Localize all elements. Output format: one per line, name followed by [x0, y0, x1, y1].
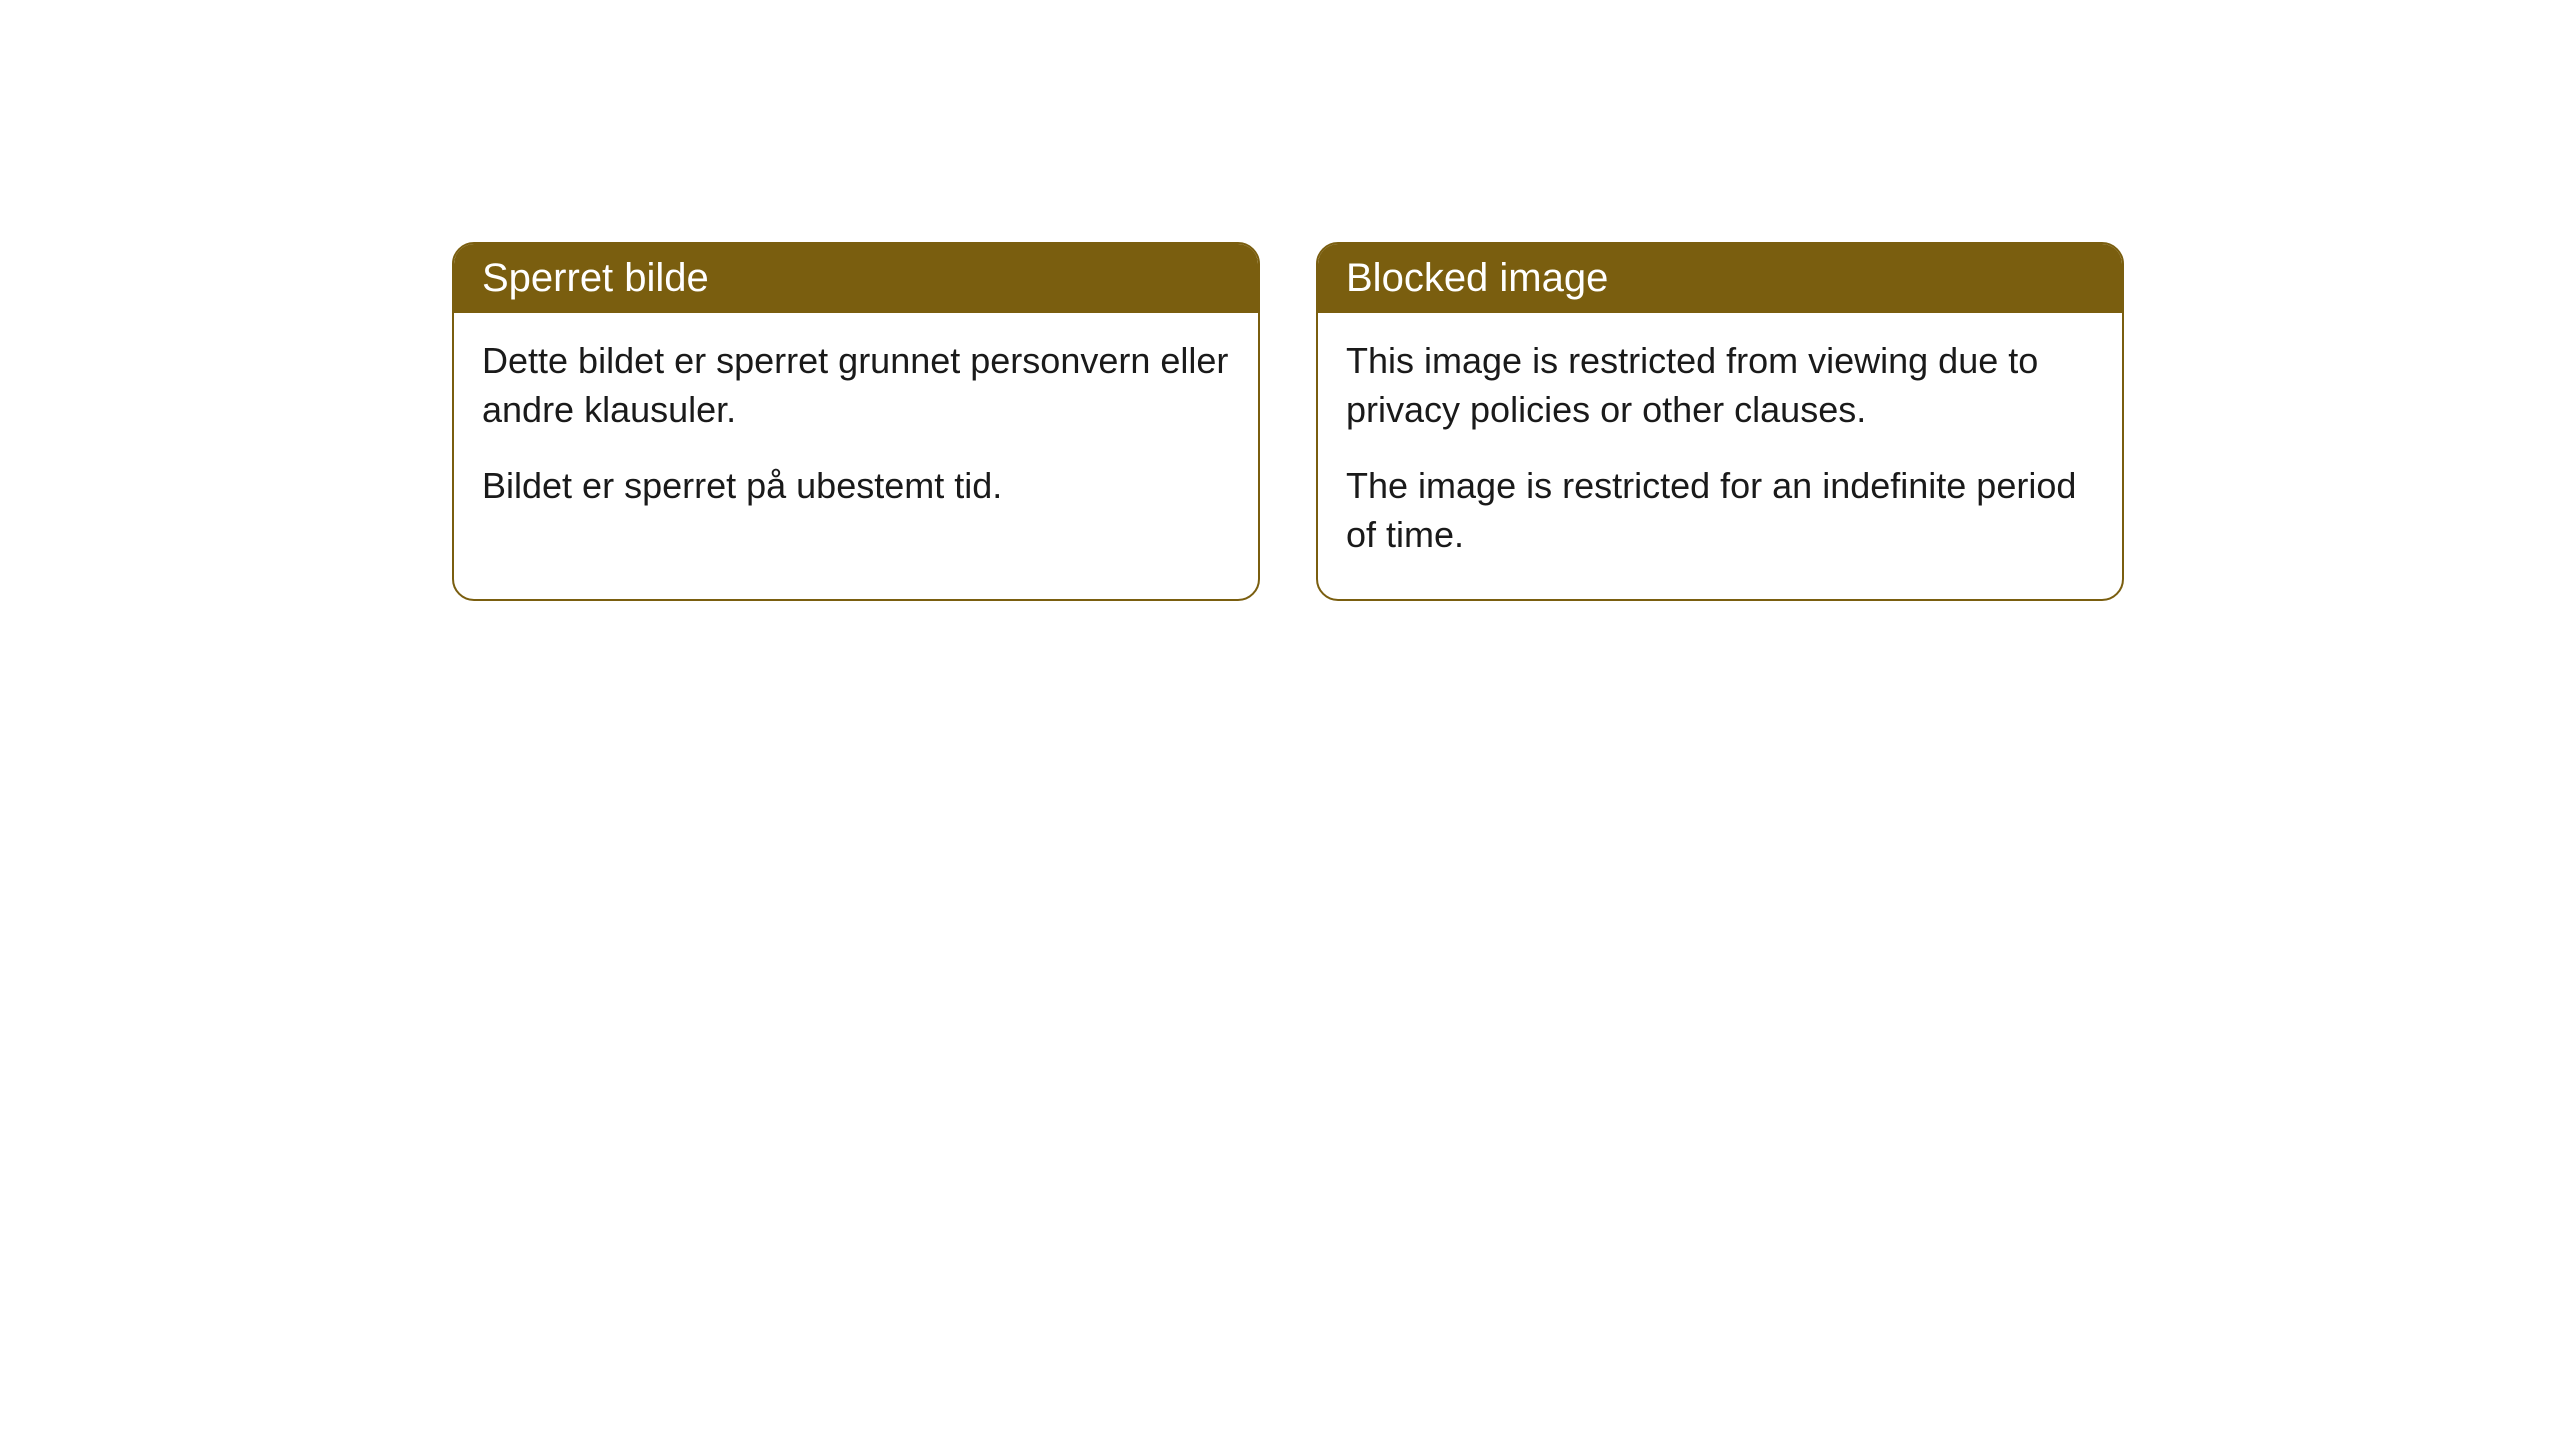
card-paragraph: Dette bildet er sperret grunnet personve…	[482, 337, 1230, 434]
notice-cards-container: Sperret bilde Dette bildet er sperret gr…	[452, 242, 2124, 601]
card-title: Blocked image	[1346, 256, 1608, 300]
card-paragraph: This image is restricted from viewing du…	[1346, 337, 2094, 434]
card-header: Sperret bilde	[454, 244, 1258, 313]
card-header: Blocked image	[1318, 244, 2122, 313]
card-body: Dette bildet er sperret grunnet personve…	[454, 313, 1258, 551]
notice-card-english: Blocked image This image is restricted f…	[1316, 242, 2124, 601]
card-body: This image is restricted from viewing du…	[1318, 313, 2122, 599]
card-paragraph: Bildet er sperret på ubestemt tid.	[482, 462, 1230, 511]
notice-card-norwegian: Sperret bilde Dette bildet er sperret gr…	[452, 242, 1260, 601]
card-title: Sperret bilde	[482, 256, 709, 300]
card-paragraph: The image is restricted for an indefinit…	[1346, 462, 2094, 559]
